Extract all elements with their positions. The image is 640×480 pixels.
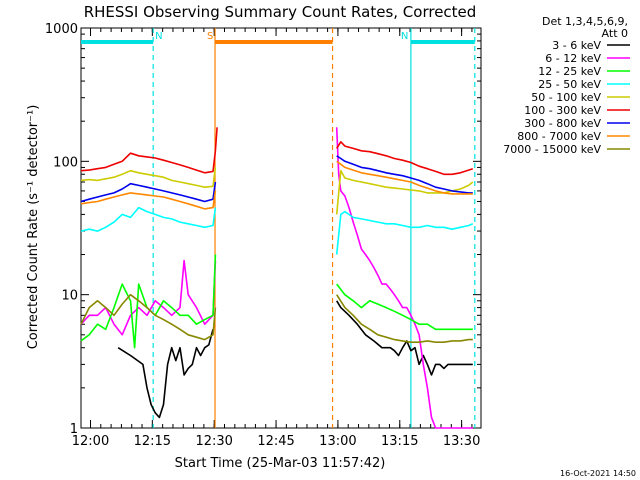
series-line-12-25kev [336, 283, 473, 331]
series-line-3-6kev [117, 329, 214, 419]
legend-entry-label: 12 - 25 keV [538, 65, 601, 78]
legend-entry-label: 3 - 6 keV [552, 39, 601, 52]
series-line-7000-15000kev [336, 294, 473, 344]
legend-entry-label: 7000 - 15000 keV [503, 143, 601, 156]
x-tick-label: 12:00 [72, 434, 109, 449]
x-axis-label: Start Time (25-Mar-03 11:57:42) [175, 456, 386, 471]
series-line-3-6kev [336, 300, 473, 376]
x-tick-label: 12:45 [257, 434, 294, 449]
x-tick-label: 13:00 [319, 434, 356, 449]
y-tick-label: 100 [53, 155, 78, 170]
series-line-300-800kev [80, 181, 217, 203]
flag-label: S [207, 31, 213, 42]
series-line-300-800kev [336, 155, 473, 194]
footer-timestamp: 16-Oct-2021 14:50 [560, 469, 636, 478]
x-tick-label: 13:15 [381, 434, 418, 449]
series-line-800-7000kev [336, 160, 473, 195]
series-line-12-25kev [80, 254, 217, 349]
legend-entry-label: 25 - 50 keV [538, 78, 601, 91]
x-tick-label: 13:30 [443, 434, 480, 449]
plot-area: 1 10 100 1000 12:00 12:15 12:30 12:45 13:00 13:15… [45, 22, 482, 449]
series-line-100-300kev [336, 141, 474, 176]
plot-frame [80, 27, 482, 429]
legend-entry-label: 100 - 300 keV [524, 104, 601, 117]
series-line-25-50kev [80, 206, 217, 232]
x-tick-label: 12:15 [134, 434, 171, 449]
series-line-800-7000kev [80, 190, 217, 210]
flag-label: N [401, 31, 408, 42]
series-line-50-100kev [335, 169, 474, 215]
series-line-25-50kev [335, 210, 474, 255]
series-line-7000-15000kev [80, 293, 217, 341]
chart-title: RHESSI Observing Summary Count Rates, Co… [84, 3, 477, 21]
legend-entry-label: 50 - 100 keV [531, 91, 601, 104]
y-tick-label: 1000 [45, 22, 78, 37]
series-line-100-300kev [80, 127, 218, 174]
legend-entry-label: 300 - 800 keV [524, 117, 601, 130]
flag-label: N [155, 31, 162, 42]
y-tick-label: 1 [70, 422, 78, 437]
series-line-50-100kev [80, 167, 217, 188]
y-tick-label: 10 [61, 289, 78, 304]
legend-header: Att 0 [602, 27, 628, 40]
x-tick-label: 12:30 [195, 434, 232, 449]
legend-entry-label: 6 - 12 keV [545, 52, 601, 65]
y-axis-label: Corrected Count Rate (s⁻¹ detector⁻¹) [26, 105, 41, 350]
series-line-6-12kev [335, 127, 473, 429]
legend-entry-label: 800 - 7000 keV [517, 130, 601, 143]
legend-header: Det 1,3,4,5,6,9, [542, 15, 628, 28]
